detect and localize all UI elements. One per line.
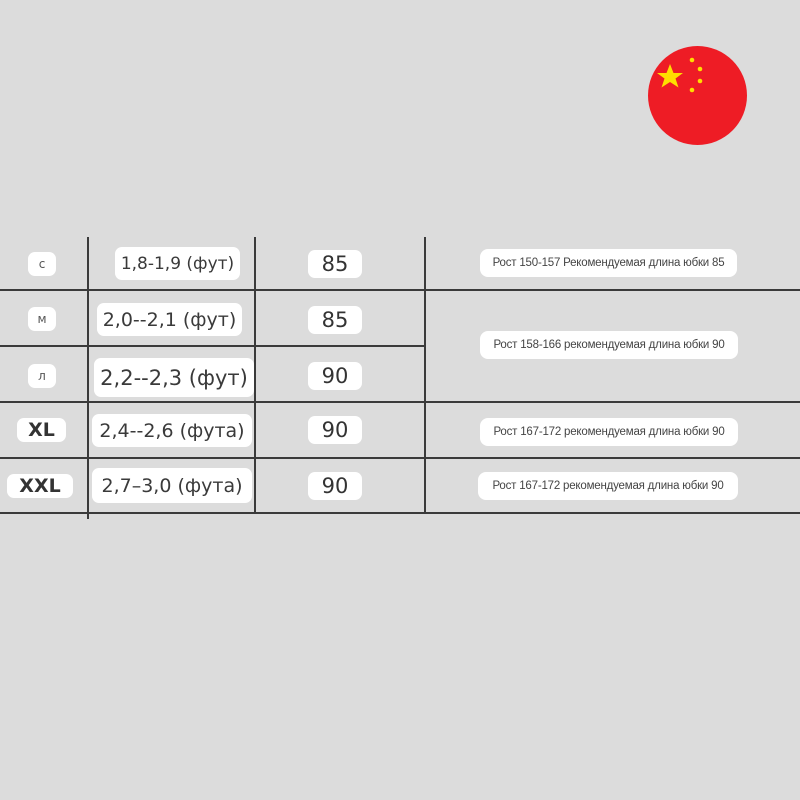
size-label: с xyxy=(28,252,56,276)
divider xyxy=(424,237,426,513)
range-label: 2,7–3,0 (фута) xyxy=(92,468,252,503)
length-value: 90 xyxy=(308,362,362,390)
divider xyxy=(254,237,256,513)
length-value: 90 xyxy=(308,472,362,500)
length-value: 90 xyxy=(308,416,362,444)
height-recommendation: Рост 150-157 Рекомендуемая длина юбки 85 xyxy=(480,249,737,277)
size-label: л xyxy=(28,364,56,388)
height-recommendation: Рост 167-172 рекомендуемая длина юбки 90 xyxy=(478,472,738,500)
divider xyxy=(0,457,800,459)
height-recommendation: Рост 167-172 рекомендуемая длина юбки 90 xyxy=(480,418,738,446)
divider xyxy=(87,237,89,519)
divider xyxy=(0,289,800,291)
range-label: 1,8-1,9 (фут) xyxy=(115,247,240,280)
size-label: м xyxy=(28,307,56,331)
height-recommendation: Рост 158-166 рекомендуемая длина юбки 90 xyxy=(480,331,738,359)
divider xyxy=(0,401,800,403)
size-label: XL xyxy=(17,418,66,442)
divider xyxy=(0,345,425,347)
length-value: 85 xyxy=(308,250,362,278)
range-label: 2,4--2,6 (фута) xyxy=(92,414,252,447)
size-label: XXL xyxy=(7,474,73,498)
range-label: 2,2--2,3 (фут) xyxy=(94,358,254,397)
china-flag-icon xyxy=(648,46,747,145)
length-value: 85 xyxy=(308,306,362,334)
divider xyxy=(0,512,800,514)
range-label: 2,0--2,1 (фут) xyxy=(97,303,242,336)
